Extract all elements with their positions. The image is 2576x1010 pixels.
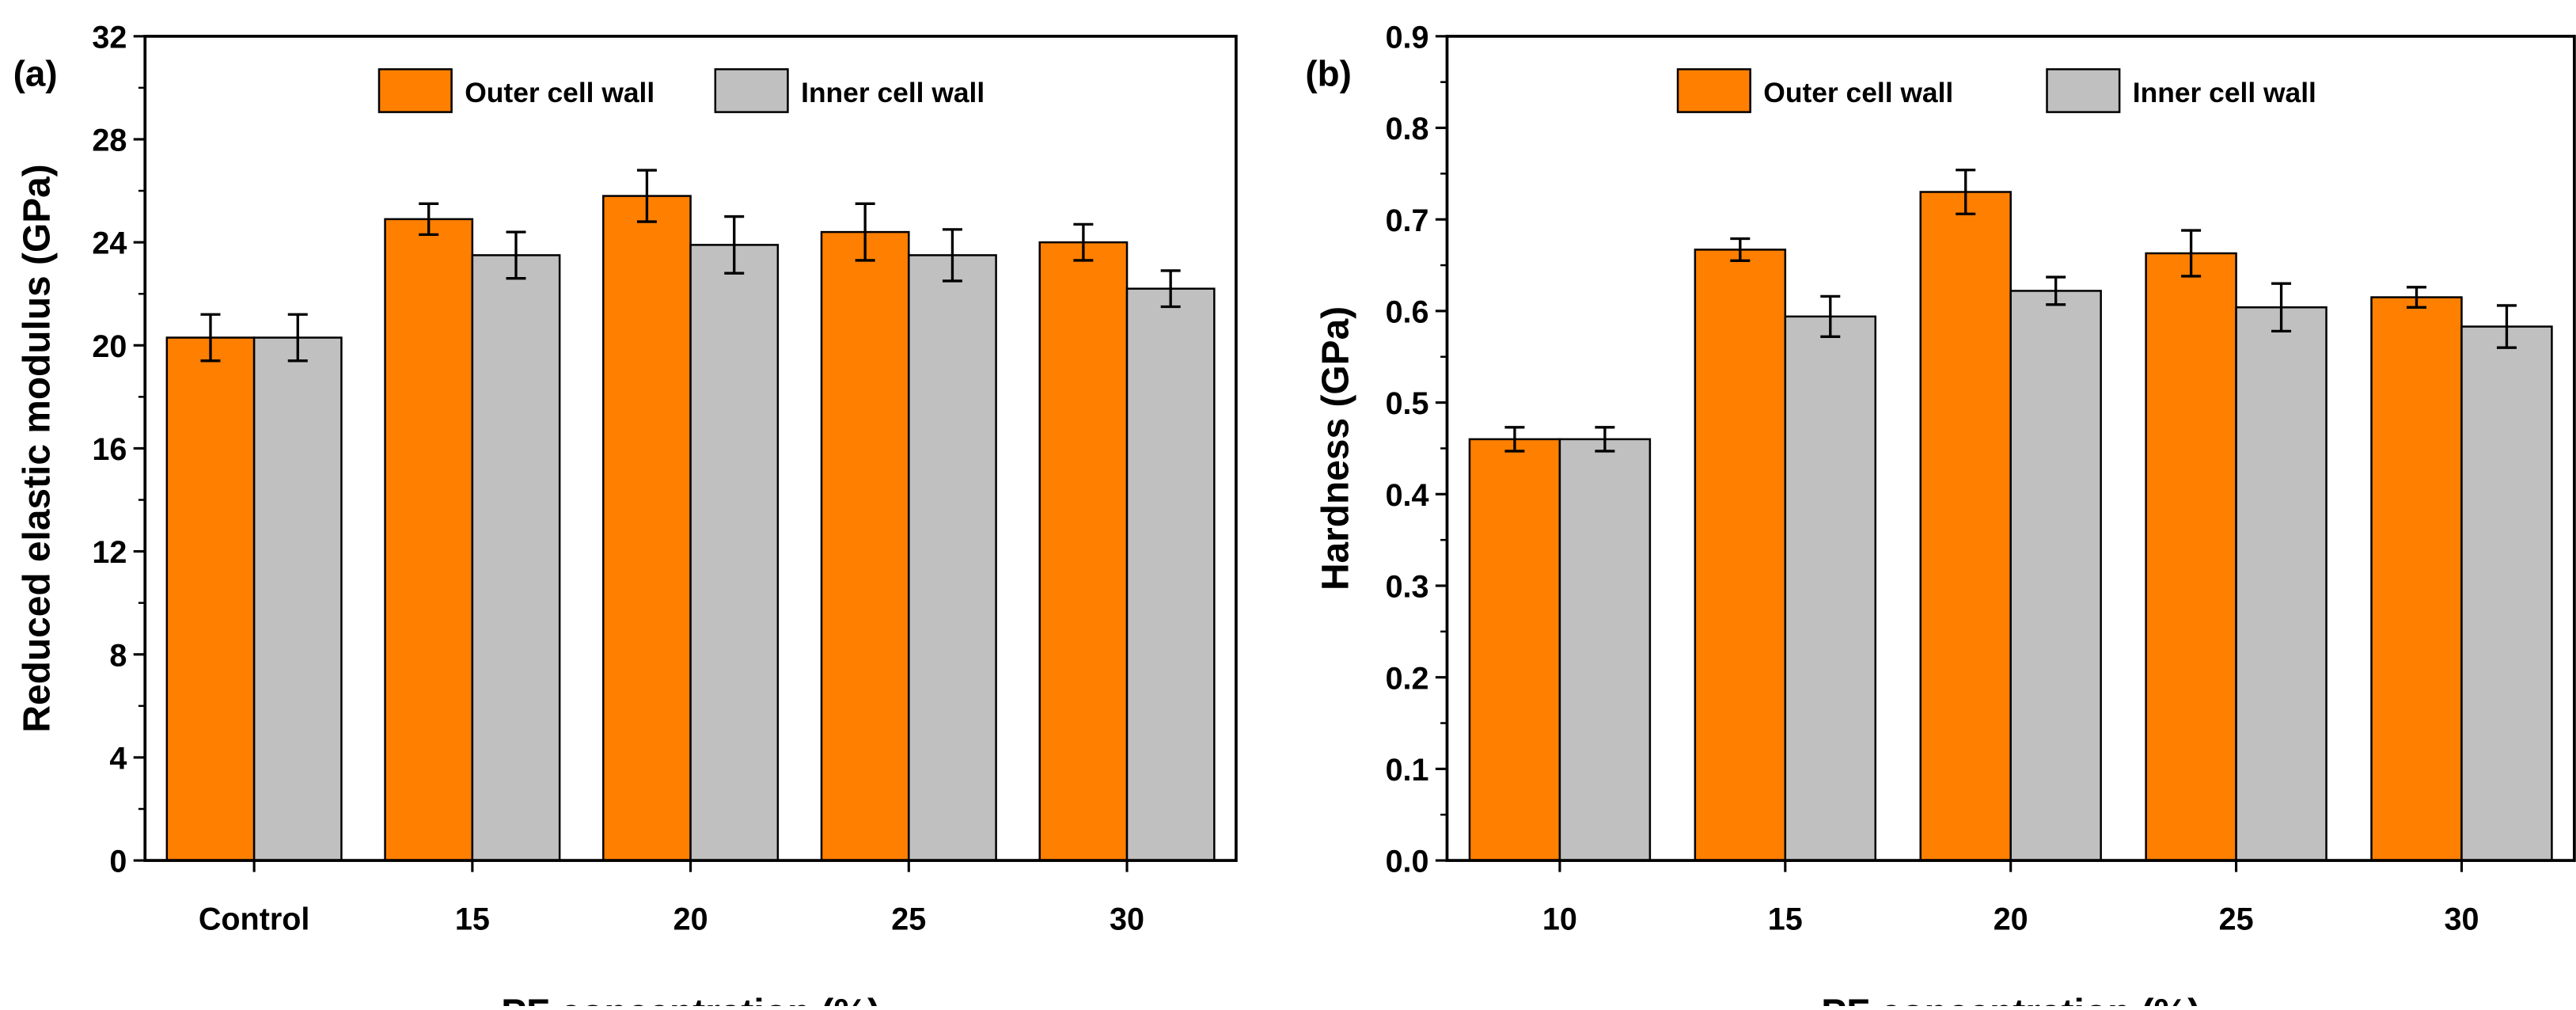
x-tick-label: 20 <box>1994 902 2028 937</box>
bar-inner <box>689 244 780 862</box>
y-tick-label: 0.8 <box>1386 112 1429 146</box>
bar-outer <box>1919 191 2012 862</box>
legend-label-outer: Outer cell wall <box>465 77 654 108</box>
bar-outer <box>384 218 474 862</box>
y-tick-label: 24 <box>92 226 127 261</box>
x-axis-title: PF concentration (%) <box>1821 992 2200 1006</box>
x-tick-label: Control <box>199 902 310 937</box>
bar-inner <box>2460 325 2553 862</box>
y-tick-label: 16 <box>92 432 127 467</box>
chart-panel-b: (b) 10 15 20 25 30 0.0 0.1 0.2 0.3 0.4 0.5 0.6 0.7 0.8… <box>1305 20 2576 1010</box>
x-tick-label: 20 <box>673 902 708 937</box>
chart-panel-a: (a) Control 15 20 25 30 0 4 8 12 16 20 24 28 32 PF conc… <box>13 20 1238 1010</box>
legend-swatch-outer <box>1676 68 1751 113</box>
legend-label-outer: Outer cell wall <box>1763 77 1953 108</box>
bar-inner <box>2009 290 2102 862</box>
y-tick-label: 0.0 <box>1386 845 1429 879</box>
y-axis-title: Reduced elastic modulus (GPa) <box>16 164 58 732</box>
bar-inner <box>471 254 561 862</box>
bar-outer <box>2370 296 2463 862</box>
y-tick-label: 0.1 <box>1386 753 1429 788</box>
bar-inner <box>1784 315 1877 862</box>
bar-outer <box>1694 249 1787 862</box>
legend-label-inner: Inner cell wall <box>801 77 984 108</box>
y-tick-label: 0.2 <box>1386 661 1429 696</box>
bar-inner <box>1125 287 1216 862</box>
bar-inner <box>1558 438 1652 862</box>
bar-inner <box>908 254 997 862</box>
legend-label-inner: Inner cell wall <box>2133 77 2316 108</box>
legend-swatch-inner <box>714 68 789 113</box>
x-tick-label: 25 <box>891 902 926 937</box>
bar-inner <box>252 336 343 862</box>
panel-label: (a) <box>13 53 58 93</box>
legend-swatch-outer <box>377 68 453 113</box>
y-tick-label: 0.5 <box>1386 386 1429 421</box>
panel-label: (b) <box>1305 53 1351 93</box>
y-tick-label: 8 <box>109 638 127 673</box>
y-tick-label: 4 <box>109 742 127 776</box>
y-tick-label: 20 <box>92 329 127 364</box>
y-tick-label: 0.4 <box>1386 478 1429 513</box>
x-tick-label: 15 <box>455 902 490 937</box>
x-tick-label: 15 <box>1768 902 1803 937</box>
y-axis-title: Hardness (GPa) <box>1315 306 1357 590</box>
x-axis-title: PF concentration (%) <box>501 992 880 1006</box>
bar-outer <box>2145 252 2237 862</box>
bar-outer <box>165 336 256 862</box>
y-tick-label: 0.9 <box>1386 20 1429 55</box>
y-tick-label: 28 <box>92 123 127 158</box>
y-tick-label: 0.7 <box>1386 203 1429 238</box>
x-tick-label: 25 <box>2219 902 2254 937</box>
bar-outer <box>1468 438 1561 862</box>
legend-swatch-inner <box>2046 68 2121 113</box>
y-tick-label: 12 <box>92 535 127 570</box>
x-tick-label: 30 <box>2444 902 2479 937</box>
bar-outer <box>602 195 692 862</box>
y-tick-label: 0.3 <box>1386 570 1429 605</box>
bar-outer <box>1038 241 1129 862</box>
y-tick-label: 0.6 <box>1386 294 1429 329</box>
x-tick-label: 10 <box>1542 902 1577 937</box>
bar-inner <box>2235 306 2328 862</box>
y-tick-label: 0 <box>109 845 127 879</box>
x-tick-label: 30 <box>1110 902 1144 937</box>
y-tick-label: 32 <box>92 20 127 55</box>
bar-outer <box>820 230 910 862</box>
